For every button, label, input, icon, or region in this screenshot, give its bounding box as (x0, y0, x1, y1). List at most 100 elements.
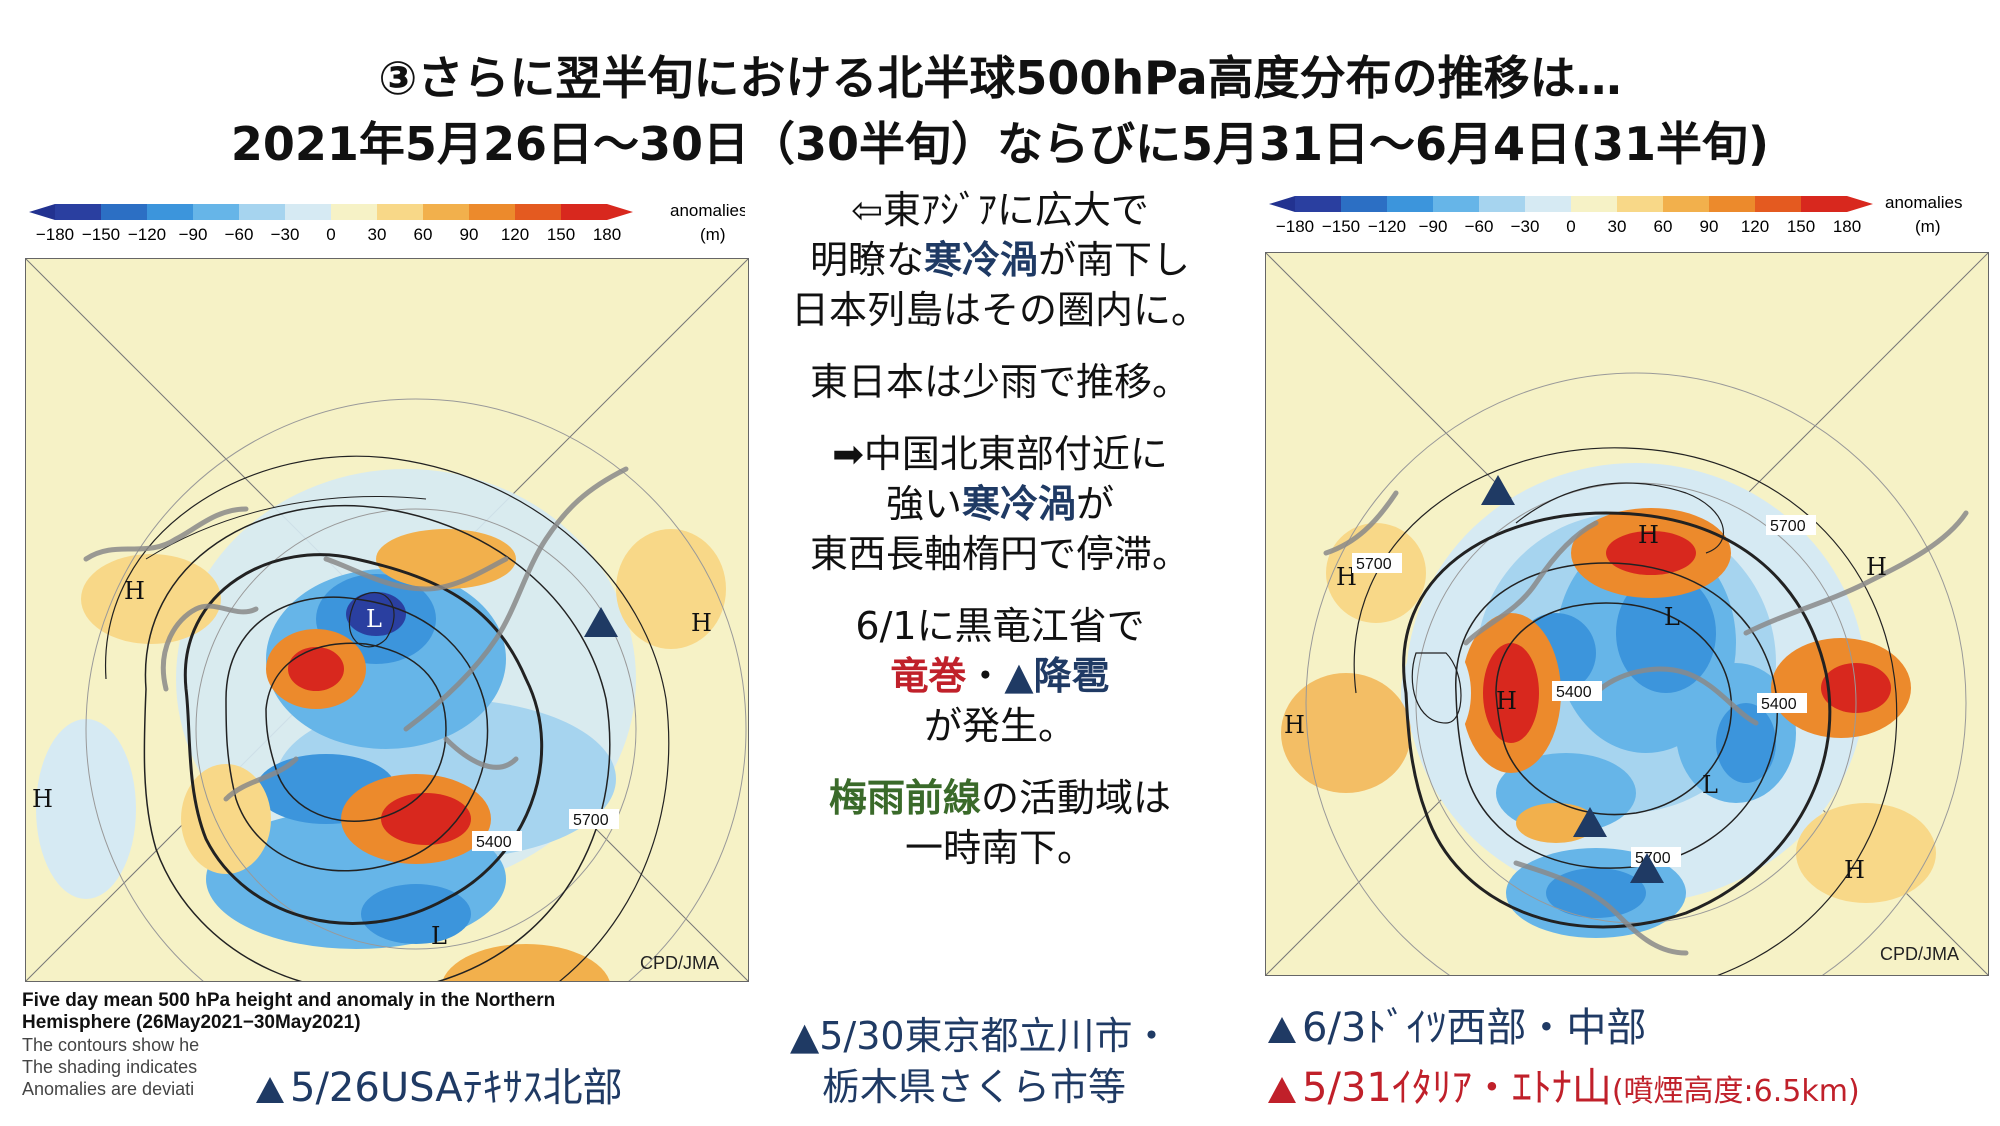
colorbar-swatch (331, 204, 377, 220)
colorbar-tick-label: 30 (368, 225, 387, 244)
map-left-label-L: L (366, 605, 382, 633)
map-right-label-H: H (1284, 711, 1305, 739)
map-right-contour-label: 5700 (1770, 518, 1806, 535)
colorbar-swatch (1617, 196, 1663, 212)
text: 明瞭な (809, 238, 924, 282)
colorbar-swatch (285, 204, 331, 220)
map-caption: Five day mean 500 hPa height and anomaly… (22, 990, 662, 1100)
text: 5/26USAﾃｷｻｽ北部 (290, 1065, 623, 1111)
colorbar-tick-label: 90 (1700, 217, 1719, 236)
text: ➡中国北東部付近に (832, 432, 1168, 476)
text: 日本列島はその圏内に。 (790, 288, 1209, 332)
text: が南下し (1038, 238, 1191, 282)
text: 東西長軸楕円で停滞。 (809, 532, 1190, 576)
event-etna: 5/31ｲﾀﾘｱ・ｴﾄﾅ山(噴煙高度:6.5km) (1268, 1055, 1860, 1113)
caption-line-4: The shading indicates (22, 1057, 198, 1077)
colorbar-swatch (1295, 196, 1341, 212)
caption-line-2: Hemisphere (26May2021−30May2021) (22, 1012, 361, 1033)
text: 6/3ﾄﾞｲﾂ西部・中部 (1302, 1005, 1647, 1051)
map-right-label-H: H (1844, 856, 1865, 884)
colorbar-swatch (1801, 196, 1847, 212)
colorbar-swatch (1755, 196, 1801, 212)
colorbar-swatch (1709, 196, 1755, 212)
commentary-paragraph-1: ⇦東ｱｼﾞｱに広大で 明瞭な寒冷渦が南下し 日本列島はその圏内に。 (745, 185, 1255, 335)
highlight-baiu-front: 梅雨前線 (828, 776, 981, 820)
hail-triangle-icon (1268, 1017, 1296, 1043)
colorbar-tick-label: −150 (82, 225, 120, 244)
colorbar-swatch (515, 204, 561, 220)
colorbar-tick-label: 120 (501, 225, 529, 244)
colorbar-tick-label: −150 (1322, 217, 1360, 236)
commentary-paragraph-3: ➡中国北東部付近に 強い寒冷渦が 東西長軸楕円で停滞。 (745, 429, 1255, 579)
map-left-26may-30may: H H H H L L 5400 5700 5700 (25, 258, 749, 982)
colorbar-arrow-right (607, 204, 633, 220)
map-right-contour-label: 5400 (1556, 684, 1592, 701)
colorbar-swatch (423, 204, 469, 220)
commentary-paragraph-4: 6/1に黒竜江省で 竜巻・▲降雹 が発生。 (745, 601, 1255, 751)
map-left-label-H: H (124, 577, 145, 605)
map-right-31may-4jun: H H H H H H L L 5400 5400 5700 5700 5700 (1265, 252, 1989, 976)
text: が (1076, 482, 1115, 526)
hail-triangle-icon (1481, 475, 1515, 505)
highlight-cold-vortex: 寒冷渦 (961, 482, 1076, 526)
event-germany: 6/3ﾄﾞｲﾂ西部・中部 (1268, 995, 1646, 1053)
text: 5/31ｲﾀﾘｱ・ｴﾄﾅ山 (1302, 1065, 1612, 1111)
map-right-label-H: H (1336, 563, 1357, 591)
map-right-credit: CPD/JMA (1880, 944, 1960, 964)
highlight-hail: ▲降雹 (1004, 654, 1110, 698)
map-right-label-L: L (1664, 603, 1680, 631)
colorbar-unit: (m) (700, 225, 725, 244)
colorbar-tick-label: 60 (414, 225, 433, 244)
commentary: ⇦東ｱｼﾞｱに広大で 明瞭な寒冷渦が南下し 日本列島はその圏内に。 東日本は少雨… (745, 185, 1255, 895)
colorbar-tick-label: 0 (1566, 217, 1575, 236)
event-tokyo-tochigi-2: 栃木県さくら市等 (822, 1056, 1126, 1111)
hail-triangle-icon (584, 607, 618, 637)
colorbar-swatch (147, 204, 193, 220)
colorbar-tick-label: 180 (593, 225, 621, 244)
text: 6/1に黒竜江省で (855, 604, 1145, 648)
commentary-paragraph-2: 東日本は少雨で推移。 (809, 360, 1190, 404)
map-left-credit: CPD/JMA (640, 953, 720, 973)
hail-triangle-icon (1573, 807, 1607, 837)
colorbar-tick-label: 150 (1787, 217, 1815, 236)
map-right-label-H: H (1496, 687, 1517, 715)
highlight-cold-vortex: 寒冷渦 (923, 238, 1038, 282)
colorbar-tick-label: 180 (1833, 217, 1861, 236)
map-right-label-L: L (1702, 771, 1718, 799)
text: 一時南下。 (904, 826, 1095, 870)
colorbar-swatch (193, 204, 239, 220)
colorbar-swatch (55, 204, 101, 220)
colorbar-tick-label: 150 (547, 225, 575, 244)
colorbar-arrow-right (1847, 196, 1873, 212)
colorbar-tick-label: 0 (326, 225, 335, 244)
colorbar-swatch (101, 204, 147, 220)
colorbar-right-svg: −180 −150 −120 −90 −60 −30 0 30 60 90 120 150 180 an… (1269, 193, 1963, 236)
map-right-svg: H H H H H H L L 5400 5400 5700 5700 5700 (1266, 253, 1988, 975)
text: ▲5/30東京都立川市・ (790, 1014, 1171, 1058)
colorbar-swatch (1525, 196, 1571, 212)
colorbar-tick-label: −30 (1511, 217, 1540, 236)
colorbar-tick-label: −60 (1465, 217, 1494, 236)
colorbar-tick-label: −180 (1276, 217, 1314, 236)
colorbar-unit: (m) (1915, 217, 1940, 236)
colorbar-swatch (469, 204, 515, 220)
map-left-svg: H H H H L L 5400 5700 5700 (26, 259, 748, 981)
map-left-label-L: L (431, 922, 447, 950)
colorbar-swatch (239, 204, 285, 220)
map-left-contour-label: 5700 (573, 812, 609, 829)
eruption-triangle-icon (1268, 1077, 1296, 1103)
colorbar-tick-label: −120 (128, 225, 166, 244)
map-right-label-H: H (1638, 521, 1659, 549)
map-right-contour-label: 5700 (1356, 556, 1392, 573)
title-line-1: ③さらに翌半旬における北半球500hPa高度分布の推移は… (378, 51, 1622, 105)
colorbar-swatch (1663, 196, 1709, 212)
colorbar-tick-label: 30 (1608, 217, 1627, 236)
map-left-contour-label: 5400 (476, 834, 512, 851)
map-left-label-H: H (32, 785, 53, 813)
text: 強い (885, 482, 962, 526)
colorbar-tick-label: −90 (1419, 217, 1448, 236)
text: ⇦東ｱｼﾞｱに広大で (851, 188, 1149, 232)
colorbar-tick-label: 120 (1741, 217, 1769, 236)
colorbar-swatch (561, 204, 607, 220)
map-right-contour-label: 5400 (1761, 696, 1797, 713)
